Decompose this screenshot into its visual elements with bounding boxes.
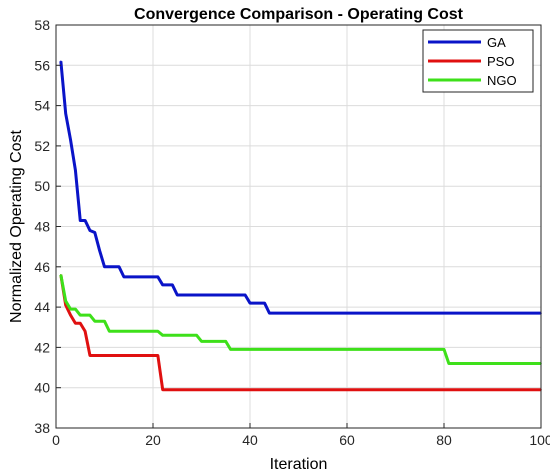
data-point-ngo xyxy=(161,334,164,337)
legend: GA PSO NGO xyxy=(422,29,534,93)
data-point-ga xyxy=(161,284,164,286)
data-point-ga xyxy=(84,219,86,222)
legend-label-ga: GA xyxy=(487,35,506,50)
y-axis-label: Normalized Operating Cost xyxy=(8,129,25,323)
data-point-ngo xyxy=(229,348,232,351)
data-point-pso xyxy=(69,314,72,316)
x-tick-label: 0 xyxy=(52,432,60,448)
data-point-ga xyxy=(176,294,179,296)
series-line-pso xyxy=(59,274,541,392)
data-point-ga xyxy=(64,112,67,115)
data-point-ngo xyxy=(64,300,67,302)
data-point-pso xyxy=(79,322,82,325)
data-point-ga xyxy=(108,266,111,268)
legend-label-ngo: NGO xyxy=(487,73,517,88)
data-point-ga xyxy=(89,229,91,232)
legend-label-pso: PSO xyxy=(487,54,514,69)
data-point-ngo xyxy=(200,340,203,343)
y-tick-label: 44 xyxy=(34,299,50,315)
data-point-ga xyxy=(152,276,154,278)
data-point-pso xyxy=(157,354,159,357)
x-tick-label: 60 xyxy=(339,432,355,448)
y-tick-label: 52 xyxy=(34,138,50,154)
data-point-ngo xyxy=(448,362,450,365)
y-tick-label: 48 xyxy=(34,219,50,235)
data-point-ga xyxy=(103,266,106,268)
data-point-ngo xyxy=(94,320,96,323)
data-point-ngo xyxy=(69,308,72,310)
data-point-pso xyxy=(161,388,164,391)
data-point-ga xyxy=(60,60,62,63)
data-point-ga xyxy=(200,294,203,296)
x-tick-label: 80 xyxy=(436,432,452,448)
data-point-pso xyxy=(84,330,86,333)
axis-ticks: 0 20 40 60 80 100 38 40 42 44 46 48 50 52 54 56 58 xyxy=(34,17,550,448)
data-point-ngo xyxy=(79,314,82,316)
x-tick-label: 20 xyxy=(145,432,161,448)
series-lines xyxy=(59,60,542,392)
data-point-pso xyxy=(89,354,91,357)
x-axis-label: Iteration xyxy=(270,456,328,473)
y-tick-label: 42 xyxy=(34,339,50,355)
series-line-ngo xyxy=(59,274,541,366)
data-point-ngo xyxy=(60,274,62,276)
y-tick-label: 38 xyxy=(34,420,50,436)
data-point-ga xyxy=(239,294,242,296)
data-point-ga xyxy=(79,219,82,222)
data-point-ngo xyxy=(108,330,111,333)
y-tick-label: 56 xyxy=(34,57,50,73)
data-point-ngo xyxy=(443,348,445,351)
y-tick-label: 58 xyxy=(34,17,50,33)
data-point-ga xyxy=(123,276,125,278)
x-tick-label: 40 xyxy=(242,432,258,448)
y-tick-label: 50 xyxy=(34,178,50,194)
data-point-ga xyxy=(69,139,72,141)
x-tick-label: 100 xyxy=(529,432,550,448)
data-point-pso xyxy=(74,322,77,325)
y-tick-label: 46 xyxy=(34,259,50,275)
data-point-ga xyxy=(268,312,271,314)
data-point-pso xyxy=(64,304,67,306)
y-tick-label: 40 xyxy=(34,380,50,396)
data-point-ga xyxy=(94,231,96,234)
y-tick-label: 54 xyxy=(34,98,50,114)
data-point-ga xyxy=(98,249,101,252)
chart-title: Convergence Comparison - Operating Cost xyxy=(134,6,464,23)
data-point-ga xyxy=(249,302,251,304)
data-point-ga xyxy=(74,169,77,171)
